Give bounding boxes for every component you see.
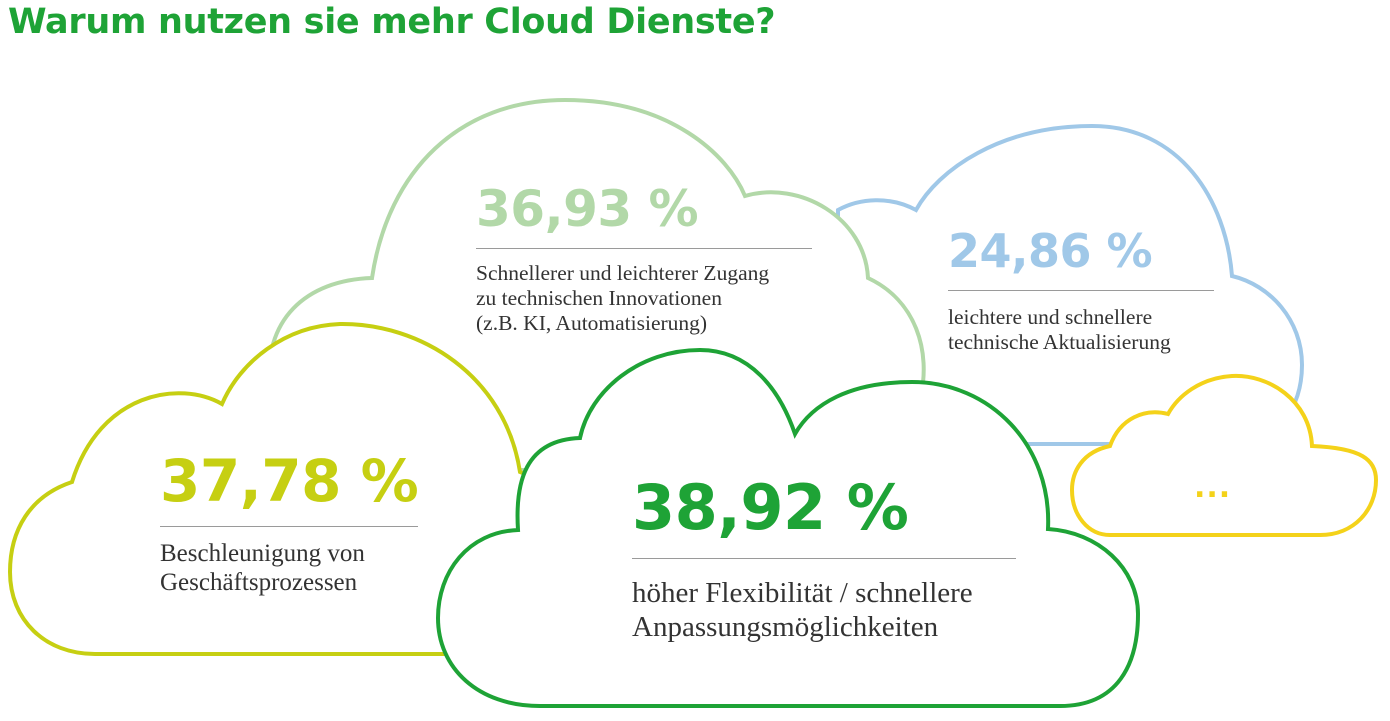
percent-value: 38,92 % (632, 471, 909, 544)
description-line: Anpassungsmöglichkeiten (632, 610, 939, 643)
description-line: zu technischen Innovationen (476, 286, 722, 311)
page-title: Warum nutzen sie mehr Cloud Dienste? (8, 2, 776, 42)
cloud-description: höher Flexibilität / schnellere Anpassun… (632, 577, 1016, 645)
cloud-outline-blue (836, 123, 1305, 446)
cloud-processes: 37,78 % Beschleunigung von Geschäftsproz… (160, 447, 419, 598)
description-line: Schnellerer und leichterer Zugang (476, 261, 770, 285)
cloud-updates: 24,86 % leichtere und schnellere technis… (948, 224, 1214, 355)
percent-value: 24,86 % (948, 224, 1153, 278)
description-line: leichtere und schnellere (948, 305, 1153, 329)
percent-value: 37,78 % (160, 447, 419, 515)
cloud-more-ellipsis: ... (1194, 470, 1232, 505)
cloud-outline-lime (7, 321, 543, 656)
cloud-innovation: 36,93 % Schnellerer und leichterer Zugan… (476, 180, 812, 336)
description-line: (z.B. KI, Automatisierung) (476, 311, 708, 336)
divider (632, 558, 1016, 559)
cloud-outline-yellow (1069, 373, 1379, 537)
percent-value: 36,93 % (476, 180, 699, 238)
description-line: höher Flexibilität / schnellere (632, 577, 973, 609)
divider (476, 248, 812, 249)
cloud-description: Beschleunigung von Geschäftsprozessen (160, 539, 418, 598)
cloud-flexibility: 38,92 % höher Flexibilität / schnellere … (632, 472, 1016, 645)
description-line: technische Aktualisierung (948, 330, 1171, 355)
cloud-outline-green (435, 347, 1141, 708)
divider (948, 290, 1214, 291)
divider (160, 526, 418, 527)
cloud-description: Schnellerer und leichterer Zugang zu tec… (476, 261, 812, 336)
cloud-description: leichtere und schnellere technische Aktu… (948, 305, 1214, 355)
description-line: Beschleunigung von (160, 540, 365, 567)
description-line: Geschäftsprozessen (160, 569, 358, 597)
